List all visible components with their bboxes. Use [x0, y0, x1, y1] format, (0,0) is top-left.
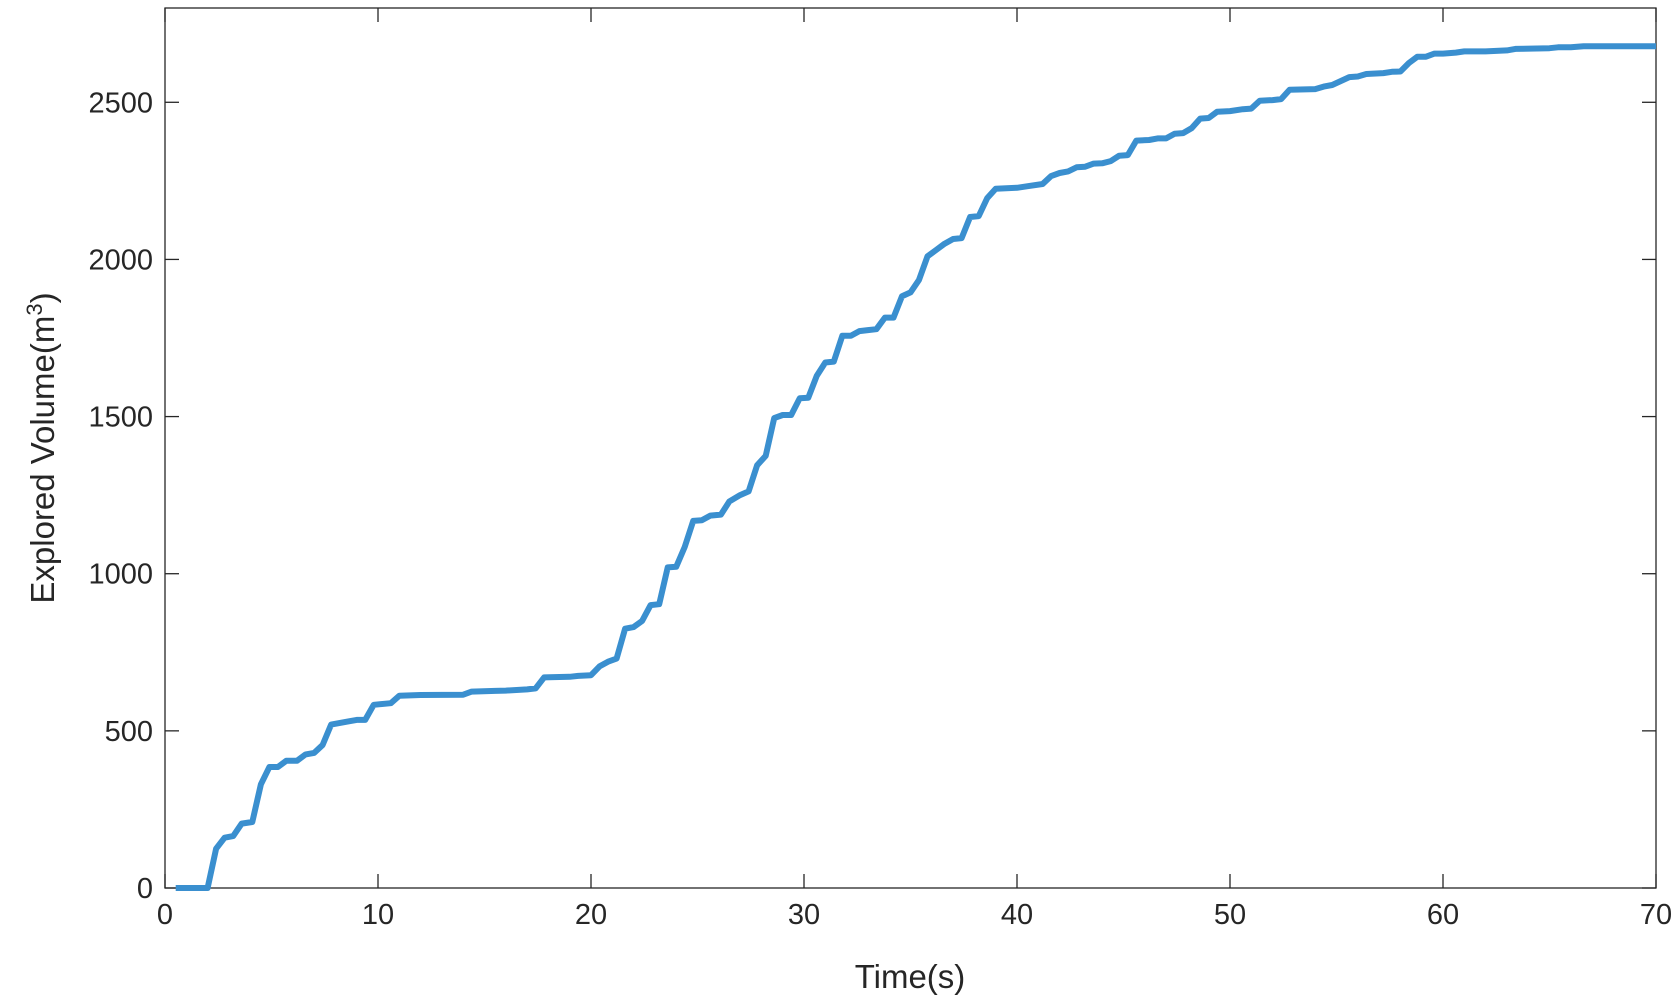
x-tick-label: 60 — [1427, 899, 1459, 931]
x-axis-label: Time(s) — [855, 958, 966, 995]
x-tick-label: 30 — [788, 899, 820, 931]
data-line — [175, 43, 1656, 891]
x-tick-label: 20 — [575, 899, 607, 931]
x-tick-label: 50 — [1214, 899, 1246, 931]
y-axis-label-end: ) — [24, 292, 61, 303]
y-axis-label-sup: 3 — [22, 303, 47, 315]
y-tick-label: 0 — [137, 873, 153, 905]
x-tick-label: 70 — [1640, 899, 1672, 931]
y-tick-label: 1500 — [88, 402, 153, 434]
y-axis-label: Explored Volume(m3) — [22, 292, 61, 603]
y-tick-label: 2500 — [88, 87, 153, 119]
y-tick-label: 2000 — [88, 244, 153, 276]
plot-frame — [164, 7, 1657, 889]
y-tick-label: 1000 — [88, 559, 153, 591]
x-tick-label: 40 — [1001, 899, 1033, 931]
x-tick-label: 10 — [362, 899, 394, 931]
y-axis-label-text: Explored Volume(m — [24, 316, 61, 604]
x-tick-label: 0 — [157, 899, 173, 931]
y-tick-label: 500 — [105, 716, 153, 748]
